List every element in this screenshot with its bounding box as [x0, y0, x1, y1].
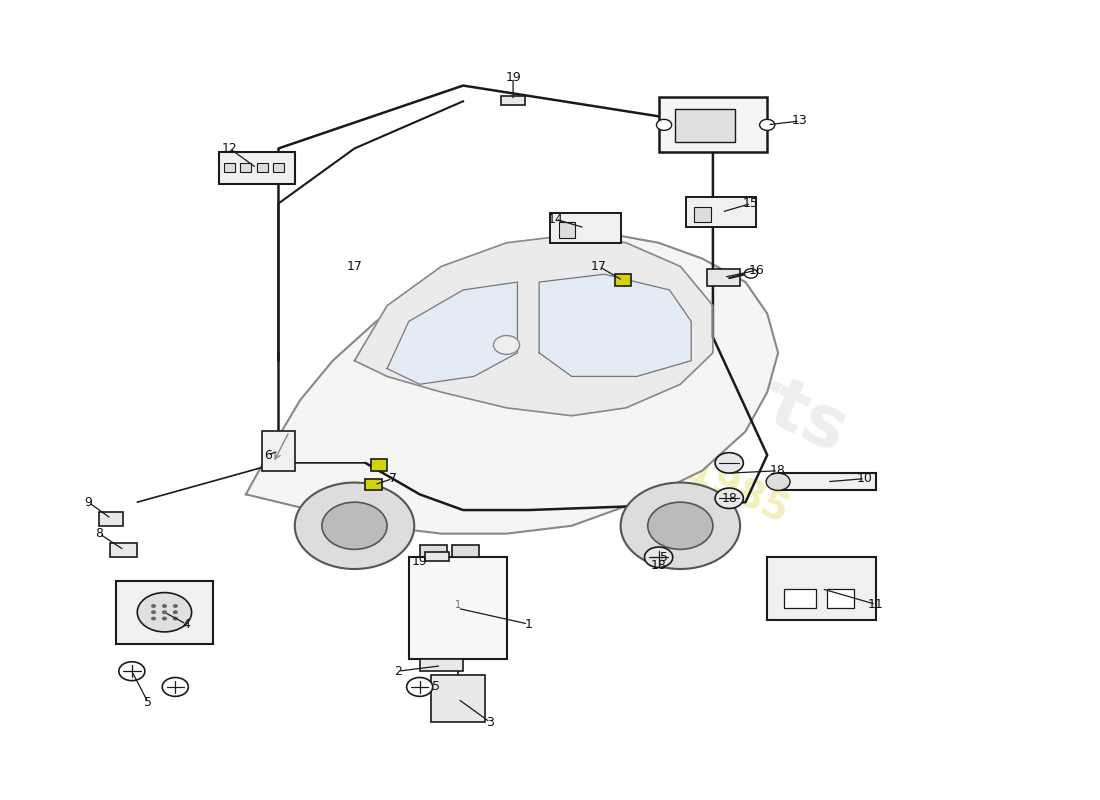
Circle shape	[119, 662, 145, 681]
Circle shape	[760, 119, 774, 130]
Circle shape	[163, 617, 166, 620]
Circle shape	[138, 593, 191, 632]
Text: 5: 5	[144, 696, 152, 709]
Polygon shape	[615, 274, 631, 286]
Text: 8: 8	[96, 527, 103, 540]
Circle shape	[295, 482, 415, 569]
Circle shape	[657, 119, 672, 130]
Bar	[675, 109, 735, 142]
Text: 18: 18	[770, 464, 786, 478]
Text: 18: 18	[651, 558, 667, 571]
Circle shape	[163, 678, 188, 696]
Circle shape	[715, 453, 744, 473]
Circle shape	[645, 547, 673, 567]
Circle shape	[173, 610, 177, 614]
Text: 13: 13	[792, 114, 807, 127]
Text: 6: 6	[264, 449, 272, 462]
Text: 9: 9	[85, 496, 92, 509]
Text: 3: 3	[486, 716, 494, 729]
Text: 1: 1	[525, 618, 532, 630]
Bar	[659, 98, 767, 152]
Circle shape	[745, 269, 758, 278]
Bar	[262, 431, 295, 470]
Text: 19: 19	[505, 71, 521, 84]
Bar	[409, 558, 507, 659]
Text: 17: 17	[591, 260, 607, 273]
Bar	[550, 213, 620, 242]
Circle shape	[152, 604, 156, 607]
Circle shape	[407, 678, 432, 696]
Circle shape	[620, 482, 740, 569]
Text: 11: 11	[868, 598, 883, 611]
Text: 10: 10	[857, 472, 873, 485]
Bar	[707, 269, 740, 286]
Text: 18: 18	[722, 492, 737, 505]
Circle shape	[152, 610, 156, 614]
Bar	[219, 152, 295, 184]
Text: eci-parts: eci-parts	[503, 254, 858, 468]
Bar	[256, 162, 267, 172]
Bar	[559, 222, 575, 238]
Text: 7: 7	[388, 472, 396, 485]
Circle shape	[648, 502, 713, 550]
Text: 4: 4	[183, 618, 190, 630]
Bar	[99, 512, 123, 526]
Polygon shape	[371, 459, 387, 470]
Bar	[420, 546, 447, 558]
Circle shape	[163, 610, 166, 614]
Circle shape	[646, 548, 672, 566]
Bar	[241, 162, 251, 172]
Bar	[778, 473, 876, 490]
Text: 5: 5	[660, 550, 668, 564]
Circle shape	[152, 617, 156, 620]
Bar	[767, 558, 876, 620]
Circle shape	[766, 473, 790, 490]
Bar	[425, 552, 449, 561]
Bar	[224, 162, 235, 172]
Bar	[783, 589, 816, 608]
Text: since 1985: since 1985	[565, 396, 795, 530]
Circle shape	[173, 604, 177, 607]
Polygon shape	[246, 235, 778, 534]
Polygon shape	[365, 478, 382, 490]
Bar	[452, 546, 480, 558]
Bar	[685, 197, 757, 227]
Bar	[420, 659, 463, 671]
Bar	[110, 543, 138, 558]
Text: 19: 19	[411, 554, 428, 568]
Circle shape	[163, 604, 166, 607]
Bar	[430, 675, 485, 722]
Text: 15: 15	[742, 197, 759, 210]
Text: 12: 12	[222, 142, 238, 155]
Polygon shape	[354, 235, 713, 416]
Text: 5: 5	[432, 681, 440, 694]
Polygon shape	[539, 274, 691, 377]
Bar	[827, 589, 854, 608]
Bar	[273, 162, 284, 172]
Polygon shape	[387, 282, 517, 384]
Bar	[116, 581, 213, 644]
Text: 2: 2	[394, 665, 402, 678]
Text: 14: 14	[548, 213, 563, 226]
Bar	[502, 96, 525, 106]
Circle shape	[715, 488, 744, 509]
Circle shape	[173, 617, 177, 620]
Text: 16: 16	[748, 264, 764, 277]
Circle shape	[494, 335, 519, 354]
Circle shape	[322, 502, 387, 550]
Bar	[694, 206, 711, 222]
Text: 17: 17	[346, 260, 362, 273]
Text: 1: 1	[454, 600, 461, 610]
